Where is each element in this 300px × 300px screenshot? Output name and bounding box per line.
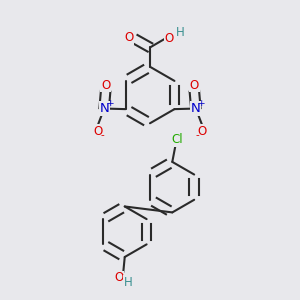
Text: -: - <box>100 130 104 140</box>
Text: -: - <box>196 130 200 140</box>
Text: H: H <box>176 26 185 39</box>
Text: H: H <box>124 276 132 289</box>
Text: O: O <box>124 31 134 44</box>
Text: O: O <box>101 79 110 92</box>
Text: O: O <box>190 79 199 92</box>
Text: O: O <box>93 124 102 138</box>
Text: N: N <box>99 102 109 115</box>
Text: O: O <box>198 124 207 138</box>
Text: O: O <box>115 271 124 284</box>
Text: +: + <box>197 99 205 108</box>
Text: +: + <box>106 99 113 108</box>
Text: N: N <box>191 102 201 115</box>
Text: O: O <box>164 32 174 45</box>
Text: Cl: Cl <box>172 134 184 146</box>
